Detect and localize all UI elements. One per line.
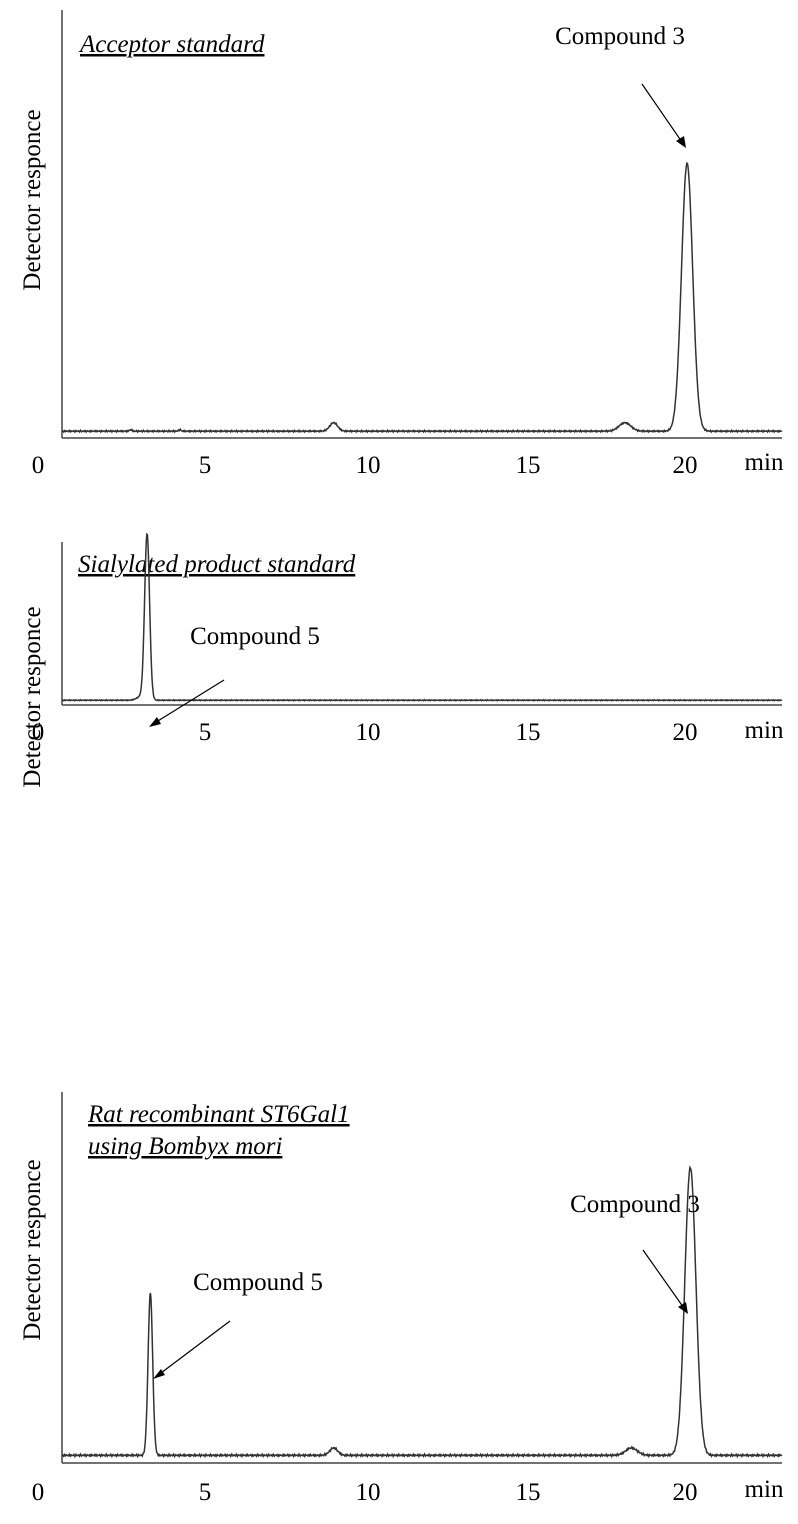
- peak-annotation-label: Compound 3: [555, 23, 685, 50]
- x-tick-label: 20: [673, 1479, 698, 1506]
- peak-annotation-label: Compound 5: [190, 623, 320, 650]
- x-tick-label: 0: [32, 452, 45, 479]
- x-tick-label: 20: [673, 452, 698, 479]
- x-tick-label: 15: [516, 452, 541, 479]
- x-tick-label: 15: [516, 719, 541, 746]
- chart-2-svg: Detector responce Sialylated product sta…: [19, 532, 784, 788]
- peak-annotation-label: Compound 5: [193, 1269, 323, 1296]
- chart-title: Acceptor standard: [78, 31, 265, 58]
- y-axis-label: Detector responce: [19, 109, 46, 290]
- annotation-arrow: [156, 1320, 231, 1377]
- peak-annotation-label: Compound 3: [570, 1191, 700, 1218]
- y-axis-label: Detector responce: [19, 1159, 46, 1340]
- arrow-head: [153, 1369, 165, 1379]
- x-tick-label: 20: [673, 719, 698, 746]
- annotation-arrow: [641, 83, 685, 146]
- x-axis-unit: min: [745, 1476, 784, 1503]
- chart-panel-3: Detector responce Rat recombinant ST6Gal…: [0, 1000, 798, 1524]
- chart-panel-1: Detector responce Acceptor standard 0 5 …: [0, 0, 798, 500]
- chromatogram-trace: [61, 1165, 783, 1459]
- arrow-head: [676, 136, 686, 148]
- chart-title: Rat recombinant ST6Gal1: [87, 1101, 350, 1128]
- x-tick-label: 10: [356, 719, 381, 746]
- x-axis-unit: min: [745, 449, 784, 476]
- chromatogram-trace: [61, 532, 783, 702]
- annotation-arrow: [642, 1249, 687, 1312]
- chart-1-svg: Detector responce Acceptor standard 0 5 …: [19, 10, 784, 479]
- annotation-arrow: [152, 679, 225, 725]
- arrow-head: [149, 717, 161, 727]
- x-tick-label: 10: [356, 1479, 381, 1506]
- x-tick-label: 5: [199, 719, 212, 746]
- arrow-head: [678, 1302, 688, 1314]
- chart-subtitle: using Bombyx mori: [88, 1133, 282, 1160]
- x-tick-label: 0: [32, 719, 45, 746]
- chart-panel-2: Detector responce Sialylated product sta…: [0, 500, 798, 1000]
- x-tick-label: 5: [199, 452, 212, 479]
- chart-title: Sialylated product standard: [78, 551, 356, 578]
- x-tick-label: 0: [32, 1479, 45, 1506]
- x-tick-label: 10: [356, 452, 381, 479]
- y-axis-label: Detector responce: [19, 606, 46, 787]
- x-tick-label: 15: [516, 1479, 541, 1506]
- x-tick-label: 5: [199, 1479, 212, 1506]
- chart-3-svg: Detector responce Rat recombinant ST6Gal…: [19, 1092, 784, 1506]
- chromatogram-trace: [61, 161, 783, 434]
- x-axis-unit: min: [745, 717, 784, 744]
